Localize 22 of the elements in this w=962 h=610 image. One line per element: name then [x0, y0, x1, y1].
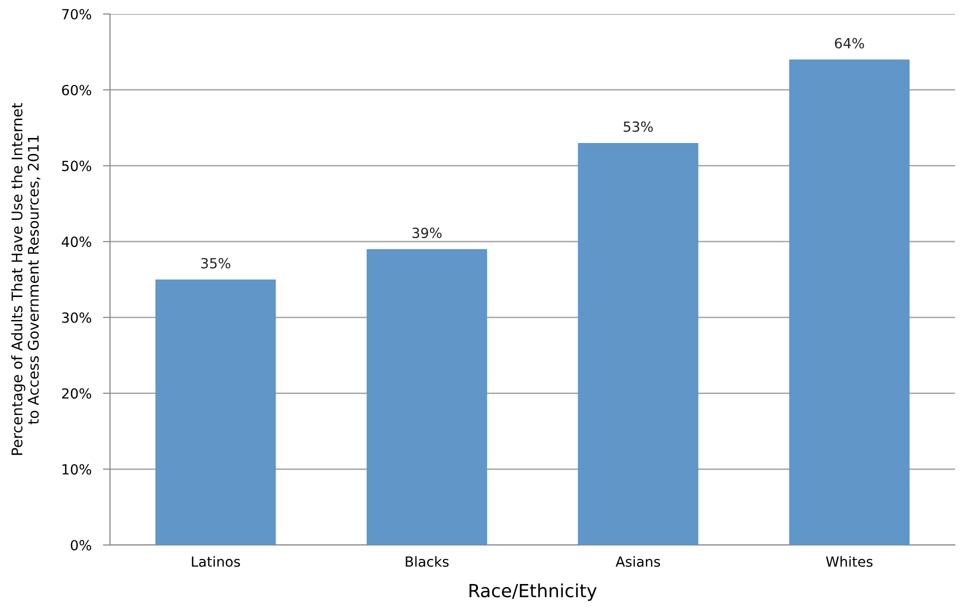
y-tick-label: 30%: [62, 312, 92, 323]
y-tick-label: 40%: [62, 236, 92, 248]
data-label: 53%: [624, 121, 653, 132]
y-tick-label: 10%: [62, 464, 92, 475]
data-label: 35%: [201, 258, 230, 268]
x-tick-label: Asians: [616, 556, 660, 567]
y-tick-label: 0%: [70, 540, 92, 550]
x-tick-label: Latinos: [192, 556, 240, 567]
y-tick-label: 60%: [62, 84, 92, 96]
x-tick-label: Whites: [826, 556, 873, 567]
data-label: 64%: [834, 38, 864, 48]
x-tick-label: Blacks: [406, 556, 449, 567]
bar: [155, 280, 276, 545]
bar: [578, 142, 698, 545]
y-tick-label: 50%: [62, 160, 92, 172]
bar: [366, 249, 488, 545]
y-tick-label: 70%: [62, 8, 92, 20]
data-label: 39%: [412, 228, 442, 238]
y-tick-label: 20%: [62, 388, 92, 399]
x-axis-title: Race/Ethnicity: [470, 583, 597, 601]
y-axis-title: Percentage of Adults That Have Use the Internet to Access Government Resources, 2011: [11, 103, 40, 455]
bar: [789, 60, 910, 545]
